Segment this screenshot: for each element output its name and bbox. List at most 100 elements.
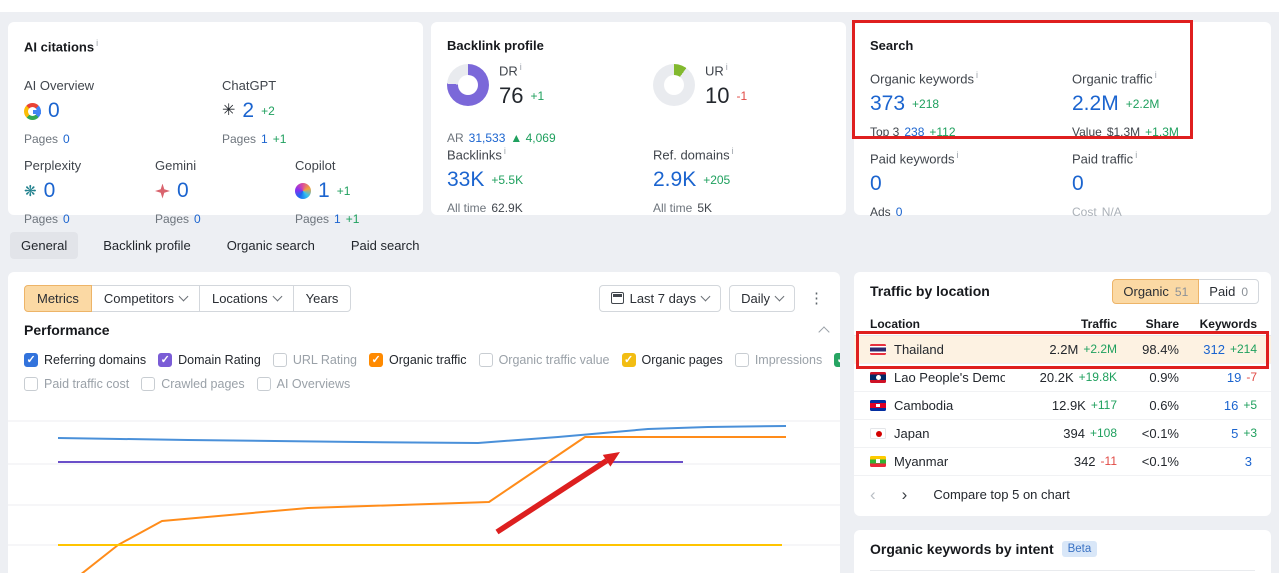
- checkbox-organic-traffic-value[interactable]: Organic traffic value: [478, 353, 610, 367]
- checkbox-icon: [621, 353, 636, 367]
- organic-keywords-stat: Organic keywords i 373 +218 Top 3 238 +112: [870, 70, 979, 140]
- date-range-button[interactable]: Last 7 days: [598, 284, 722, 312]
- organic-traffic-stat: Organic traffic i 2.2M +2.2M Value $1.3M +1.…: [1072, 70, 1179, 140]
- compare-top5-link[interactable]: Compare top 5 on chart: [933, 487, 1070, 502]
- organic-paid-toggle: Organic 51 Paid 0: [1112, 279, 1259, 304]
- metrics-button[interactable]: Metrics: [24, 284, 92, 312]
- intent-panel-title: Organic keywords by intent: [870, 541, 1054, 557]
- divider: [870, 570, 1255, 571]
- granularity-button[interactable]: Daily: [729, 284, 795, 312]
- gemini-stat: Gemini 0 Pages 0: [155, 158, 201, 226]
- tab-general[interactable]: General: [10, 232, 79, 259]
- chatgpt-icon: ✳: [222, 102, 236, 119]
- search-card-title: Search: [870, 38, 914, 53]
- myanmar-flag-icon: [870, 456, 886, 467]
- tab-paid-search[interactable]: Paid search: [350, 238, 420, 253]
- checkbox-icon: [272, 353, 287, 367]
- checkbox-icon: [24, 353, 38, 367]
- performance-chart[interactable]: [8, 390, 840, 573]
- tab-backlink-profile[interactable]: Backlink profile: [103, 238, 191, 253]
- paid-traffic-stat: Paid traffic i 0 Cost N/A: [1072, 150, 1138, 220]
- checkbox-url-rating[interactable]: URL Rating: [272, 353, 357, 367]
- chevron-down-icon: [700, 291, 711, 301]
- ai-citations-title: AI citations i: [24, 38, 98, 54]
- more-options-button[interactable]: ⋮: [803, 289, 830, 307]
- collapse-section-button[interactable]: [818, 324, 830, 339]
- thailand-flag-icon: [870, 344, 886, 355]
- search-card: Search Organic keywords i 373 +218 Top 3 23…: [854, 22, 1271, 219]
- years-button[interactable]: Years: [292, 284, 352, 312]
- prev-page-button[interactable]: ‹: [870, 485, 876, 504]
- traffic-by-location-panel: Traffic by location Organic 51 Paid 0 Loca…: [854, 272, 1271, 516]
- checkbox-impressions[interactable]: Impressions: [734, 353, 822, 367]
- performance-title: Performance: [24, 322, 110, 338]
- info-icon: i: [1154, 70, 1157, 80]
- locations-button[interactable]: Locations: [198, 284, 294, 312]
- competitors-button[interactable]: Competitors: [90, 284, 200, 312]
- ar-row: AR 31,533 ▲ 4,069: [447, 131, 556, 145]
- checkbox-organic-pages[interactable]: Organic pages: [621, 353, 723, 367]
- location-table-footer: ‹ › Compare top 5 on chart: [870, 486, 1070, 503]
- checkbox-icon: [256, 377, 271, 391]
- tab-organic-search[interactable]: Organic search: [226, 238, 315, 253]
- info-icon: i: [731, 146, 734, 156]
- table-row-myanmar[interactable]: Myanmar 342 -11 <0.1% 3: [854, 448, 1271, 476]
- checkbox-domain-rating[interactable]: Domain Rating: [158, 353, 261, 367]
- chevron-down-icon: [774, 291, 785, 301]
- paid-toggle-button[interactable]: Paid 0: [1198, 279, 1259, 304]
- cambodia-flag-icon: [870, 400, 886, 411]
- copilot-stat: Copilot 1 +1 Pages 1 +1: [295, 158, 360, 226]
- checkbox-icon: [734, 353, 749, 367]
- ai-overview-stat: AI Overview 0 Pages 0: [24, 78, 95, 146]
- calendar-icon: [610, 292, 624, 304]
- checkbox-icon: [368, 353, 383, 367]
- table-row-thailand[interactable]: Thailand 2.2M +2.2M 98.4% 312 +214: [854, 336, 1271, 364]
- organic-toggle-button[interactable]: Organic 51: [1112, 279, 1200, 304]
- ai-citations-card: AI citations i AI Overview 0 Pages 0 ChatG…: [8, 22, 423, 226]
- checkbox-organic-traffic[interactable]: Organic traffic: [368, 353, 467, 367]
- checkbox-icon: [834, 353, 840, 367]
- info-icon: i: [96, 38, 99, 48]
- table-row-japan[interactable]: Japan 394 +108 <0.1% 5 +3: [854, 420, 1271, 448]
- ur-donut-chart: [653, 64, 695, 106]
- chatgpt-stat: ChatGPT ✳ 2 +2 Pages 1 +1: [222, 78, 287, 146]
- info-icon: i: [725, 62, 728, 72]
- copilot-icon: [295, 183, 311, 199]
- dr-stat: DR i 76 +1: [499, 62, 545, 109]
- filter-segments: Metrics Competitors Locations Years: [24, 284, 352, 312]
- checkbox-icon: [478, 353, 493, 367]
- report-tabs: General Backlink profile Organic search …: [10, 232, 431, 259]
- perplexity-icon: ❋: [24, 182, 37, 200]
- checkbox-ai-overviews[interactable]: AI Overviews: [256, 377, 350, 391]
- google-icon: [24, 102, 41, 120]
- chevron-up-icon: [818, 326, 830, 338]
- gemini-icon: [155, 183, 170, 199]
- checkbox-referring-domains[interactable]: Referring domains: [24, 353, 146, 367]
- performance-panel: Metrics Competitors Locations Years Last…: [8, 272, 840, 573]
- perplexity-stat: Perplexity ❋ 0 Pages 0: [24, 158, 82, 226]
- checkbox-crawled-pages[interactable]: Crawled pages: [141, 377, 245, 391]
- backlink-profile-title: Backlink profile: [447, 38, 544, 53]
- dr-donut-chart: [447, 64, 489, 106]
- ur-stat: UR i 10 -1: [705, 62, 748, 109]
- checkbox-icon: [24, 377, 38, 391]
- ref-domains-stat: Ref. domains i 2.9K +205 All time 5K: [653, 146, 734, 216]
- info-icon: i: [503, 146, 506, 156]
- info-icon: i: [519, 62, 522, 72]
- location-table: Location Traffic Share Keywords Thailand…: [854, 312, 1271, 476]
- laos-flag-icon: [870, 372, 886, 383]
- next-page-button[interactable]: ›: [901, 485, 908, 504]
- checkbox-paid-traffic-cost[interactable]: Paid traffic cost: [24, 377, 129, 391]
- checkbox-paid-traffic[interactable]: Paid traffic: [834, 353, 840, 367]
- checkbox-icon: [141, 377, 156, 391]
- beta-badge: Beta: [1061, 541, 1098, 557]
- chevron-down-icon: [272, 291, 283, 301]
- paid-keywords-stat: Paid keywords i 0 Ads 0: [870, 150, 959, 220]
- table-row-cambodia[interactable]: Cambodia 12.9K +117 0.6% 16 +5: [854, 392, 1271, 420]
- table-row-laos[interactable]: Lao People's Democratic Reput 20.2K+19.8…: [854, 364, 1271, 392]
- chevron-down-icon: [178, 291, 189, 301]
- info-icon: i: [1135, 150, 1138, 160]
- checkbox-icon: [158, 353, 173, 367]
- chart-toolbar: Metrics Competitors Locations Years Last…: [24, 284, 830, 312]
